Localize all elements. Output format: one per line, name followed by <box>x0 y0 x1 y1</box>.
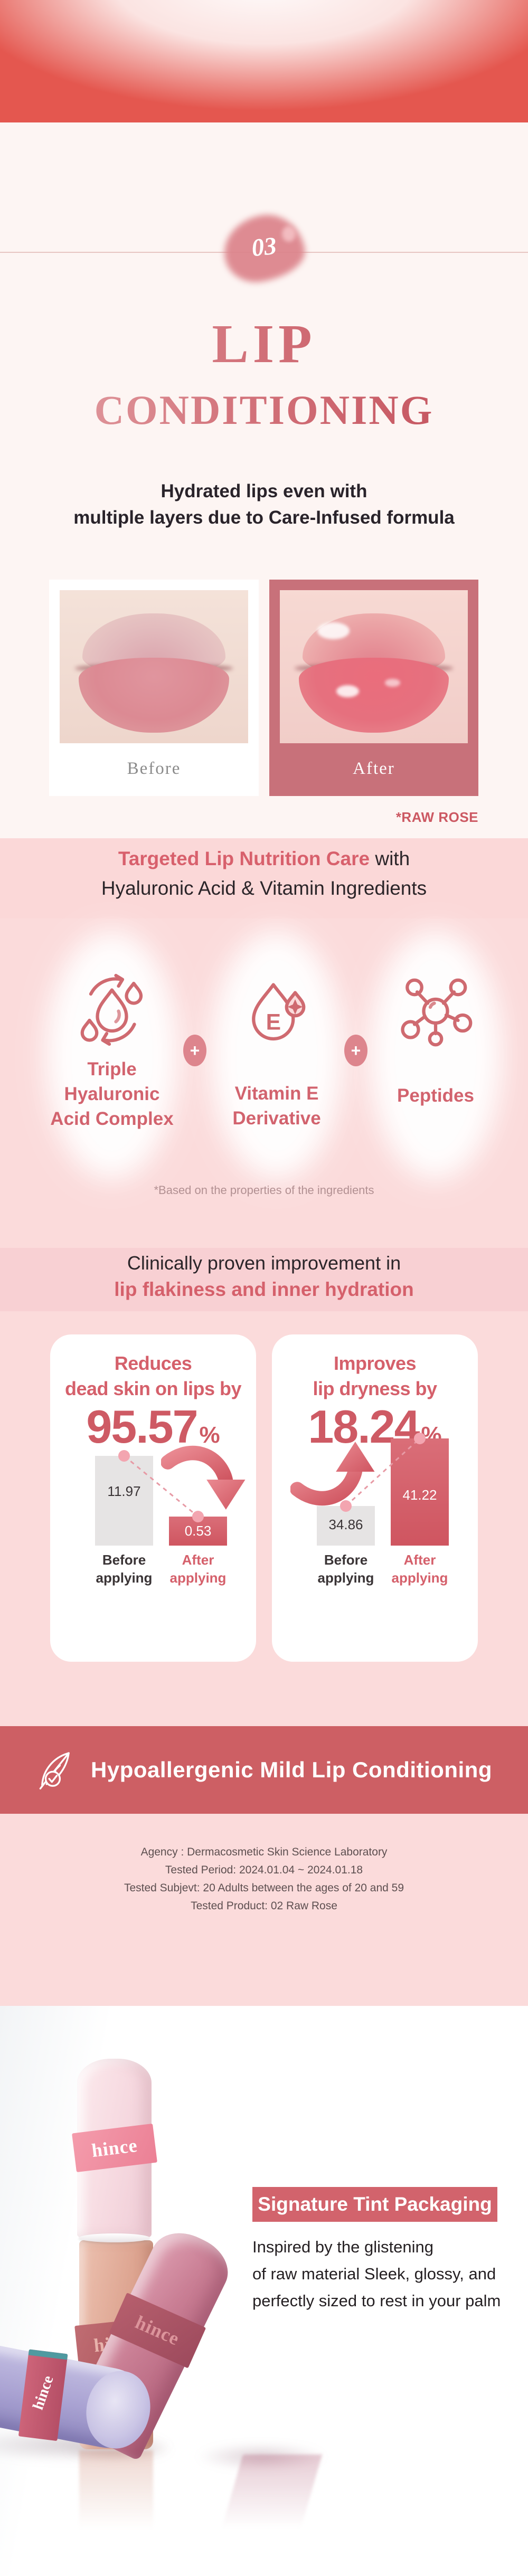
test-info: Agency : Dermacosmetic Skin Science Labo… <box>0 1843 528 1915</box>
ingredient-label-peptides: Peptides <box>397 1085 474 1106</box>
nutrition-highlight: Targeted Lip Nutrition Care <box>118 848 370 869</box>
plus-badge: + <box>183 1035 206 1066</box>
page-subtitle: Hydrated lips even with multiple layers … <box>0 478 528 531</box>
stat2-before-bar: 34.86 <box>317 1506 375 1546</box>
stat1-before-bar: 11.97 <box>95 1456 153 1546</box>
ingredient-label-vitamin-e: Vitamin E Derivative <box>232 1083 321 1129</box>
stat1-title-line1: Reduces <box>114 1352 192 1374</box>
stat1-before-label: Before applying <box>96 1552 153 1586</box>
stat1-title-line2: dead skin on lips by <box>64 1378 242 1399</box>
ingredient-oval <box>210 931 343 1180</box>
sparkle-glyph <box>287 999 303 1015</box>
ingredient-oval <box>45 931 178 1180</box>
stat1-percent: 95.57 % <box>86 1400 220 1453</box>
clinical-line1: Clinically proven improvement in <box>127 1252 401 1274</box>
test-info-product: Tested Product: 02 Raw Rose <box>191 1900 337 1912</box>
subtitle-line2: multiple layers due to Care-Infused form… <box>73 507 455 528</box>
reflection <box>79 2450 153 2530</box>
stat1-after-label: After applying <box>169 1552 227 1586</box>
ingredient-label-hyaluronic: Triple Hyaluronic Acid Complex <box>50 1059 174 1129</box>
stat-card-dryness: Improves lip dryness by 18.24 % 34.86 41… <box>272 1334 478 1662</box>
ingredients-footnote: *Based on the properties of the ingredie… <box>154 1183 374 1197</box>
stick-glass-ring <box>79 2233 150 2242</box>
vitamin-e-letter: E <box>266 1010 281 1035</box>
plus-badge: + <box>344 1035 367 1066</box>
section-number: 03 <box>250 232 278 262</box>
after-lips-photo <box>280 590 468 743</box>
brand-logo: hince <box>90 2134 139 2162</box>
nutrition-band <box>0 838 528 918</box>
lip-gloss-highlight <box>317 622 350 639</box>
before-lower-lip <box>78 657 230 733</box>
shade-note: *RAW ROSE <box>395 809 478 825</box>
increase-arrow-icon <box>290 1442 375 1506</box>
brand-logo: hince <box>29 2373 57 2412</box>
stat2-before-label: Before applying <box>317 1552 374 1586</box>
hypoallergenic-banner: Hypoallergenic Mild Lip Conditioning <box>0 1726 528 1814</box>
hypoallergenic-banner-label: Hypoallergenic Mild Lip Conditioning <box>91 1757 492 1782</box>
stat2-title-line1: Improves <box>333 1352 417 1374</box>
before-lips-photo <box>60 590 248 743</box>
stat-card-dead-skin: Reduces dead skin on lips by 95.57 % 11.… <box>50 1334 256 1662</box>
signature-packaging-badge: Signature Tint Packaging <box>252 2187 497 2222</box>
stat2-title-line2: lip dryness by <box>313 1378 437 1399</box>
clinical-band <box>0 1248 528 1311</box>
subtitle-line1: Hydrated lips even with <box>161 481 367 501</box>
test-info-agency: Agency : Dermacosmetic Skin Science Labo… <box>140 1846 388 1858</box>
stat1-after-bar: 0.53 <box>169 1517 227 1546</box>
hyaluronic-acid-cycle-icon <box>80 973 143 1046</box>
decrease-arrow-icon <box>161 1445 246 1510</box>
stat1-trend-connector <box>118 1450 204 1522</box>
test-info-period: Tested Period: 2024.01.04 ~ 2024.01.18 <box>165 1864 363 1876</box>
floor-shadow <box>195 2443 327 2470</box>
clinical-line2: lip flakiness and inner hydration <box>114 1278 414 1300</box>
stat2-after-label: After applying <box>391 1552 448 1586</box>
vitamin-e-drop-icon: E <box>252 983 306 1041</box>
lip-gloss-highlight <box>336 685 359 697</box>
packaging-description: Inspired by the glistening of raw materi… <box>252 2238 501 2310</box>
nutrition-line1: Targeted Lip Nutrition Care with <box>0 848 528 870</box>
stat2-trend-connector <box>340 1433 426 1512</box>
peptides-molecule-icon <box>401 978 473 1047</box>
stat2-after-bar: 41.22 <box>391 1438 449 1546</box>
rose-stick-brand-band: hince <box>109 2293 206 2369</box>
top-gradient-band <box>0 0 528 122</box>
feather-check-icon <box>39 1752 70 1789</box>
nutrition-line2: Hyaluronic Acid & Vitamin Ingredients <box>101 877 427 899</box>
lip-gloss-highlight <box>385 679 400 687</box>
nutrition-suffix: with <box>370 848 410 869</box>
page-title-line2: CONDITIONING <box>0 386 528 434</box>
page-title-line1: LIP <box>0 312 528 375</box>
lavender-stick-brand-band: hince <box>18 2349 68 2441</box>
after-label: After <box>353 759 395 778</box>
after-lower-lip <box>298 657 449 733</box>
brand-logo: hince <box>132 2311 183 2350</box>
ingredient-oval <box>369 931 502 1180</box>
test-info-subject: Tested Subjevt: 20 Adults between the ag… <box>124 1882 404 1894</box>
before-label: Before <box>127 759 181 778</box>
blob-highlight-dot <box>282 226 296 242</box>
